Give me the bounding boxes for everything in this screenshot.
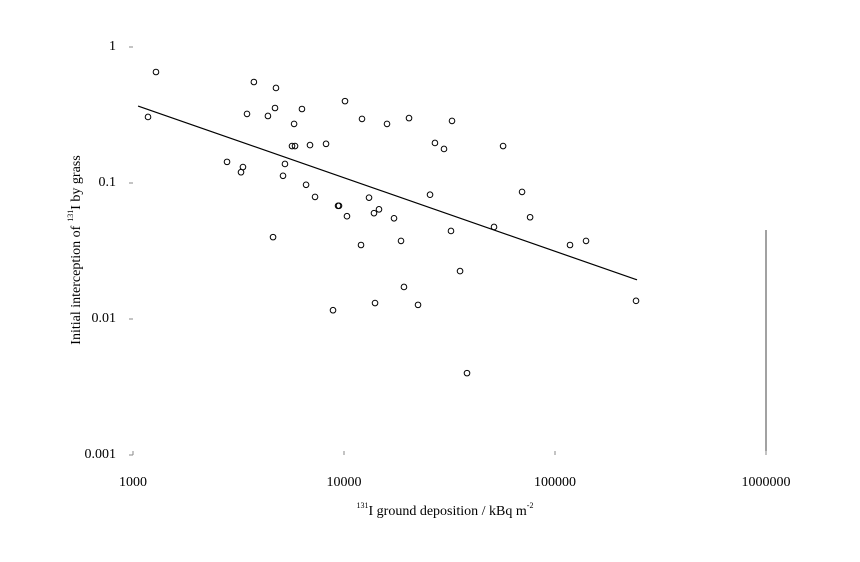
y-label-sup: 131: [66, 210, 75, 222]
point: [279, 172, 287, 180]
point: [582, 237, 590, 245]
point: [365, 194, 373, 201]
point: [375, 206, 383, 213]
point: [431, 139, 439, 147]
point: [526, 213, 534, 221]
x-label-text: I ground deposition / kBq m: [369, 504, 527, 519]
point: [343, 212, 351, 220]
x-tick-label: 1000: [119, 475, 147, 490]
point: [357, 241, 365, 249]
y-label-after: I by grass: [69, 155, 84, 209]
point: [306, 141, 314, 149]
point: [341, 97, 349, 105]
point: [281, 160, 289, 168]
point: [291, 142, 299, 150]
point: [239, 163, 247, 171]
point: [250, 78, 258, 86]
point: [448, 117, 456, 125]
point: [302, 181, 310, 189]
point: [390, 215, 398, 222]
point: [440, 145, 448, 153]
y-tick-label: 1: [109, 39, 116, 54]
point: [463, 369, 471, 377]
point: [400, 283, 408, 291]
point: [329, 306, 337, 314]
y-axis-label: Initial interception of 131I by grass: [66, 155, 84, 344]
y-tick-label: 0.1: [99, 175, 117, 190]
point: [456, 267, 464, 275]
point: [518, 188, 526, 196]
point: [269, 233, 277, 241]
point: [335, 202, 343, 210]
point: [152, 68, 160, 76]
point: [371, 299, 379, 307]
point: [223, 158, 231, 166]
point: [144, 113, 152, 121]
point: [405, 114, 413, 122]
point: [370, 209, 378, 217]
y-tick-label: 0.01: [92, 311, 117, 326]
point: [632, 297, 640, 305]
point: [272, 84, 280, 92]
x-tick-label: 10000: [327, 475, 362, 490]
x-axis-label: 131I ground deposition / kBq m-2: [357, 501, 534, 519]
x-label-sup2: -2: [527, 501, 534, 510]
point: [397, 237, 405, 245]
fit-line: [137, 105, 638, 281]
y-label-before: Initial interception of: [69, 225, 84, 344]
x-tick-label: 100000: [534, 475, 576, 490]
point: [447, 227, 455, 235]
point: [322, 140, 330, 148]
point: [358, 115, 366, 123]
point: [383, 120, 391, 128]
point: [264, 112, 272, 120]
point: [243, 110, 251, 118]
x-label-sup: 131: [357, 501, 369, 510]
point: [311, 193, 319, 201]
point: [414, 301, 422, 309]
y-tick-label: 0.001: [85, 447, 117, 462]
point: [566, 241, 574, 249]
point: [499, 142, 507, 150]
point: [271, 104, 279, 112]
point: [298, 105, 306, 113]
point: [426, 191, 434, 199]
point: [288, 142, 296, 150]
x-tick-label: 1000000: [742, 475, 791, 490]
point: [290, 120, 298, 128]
